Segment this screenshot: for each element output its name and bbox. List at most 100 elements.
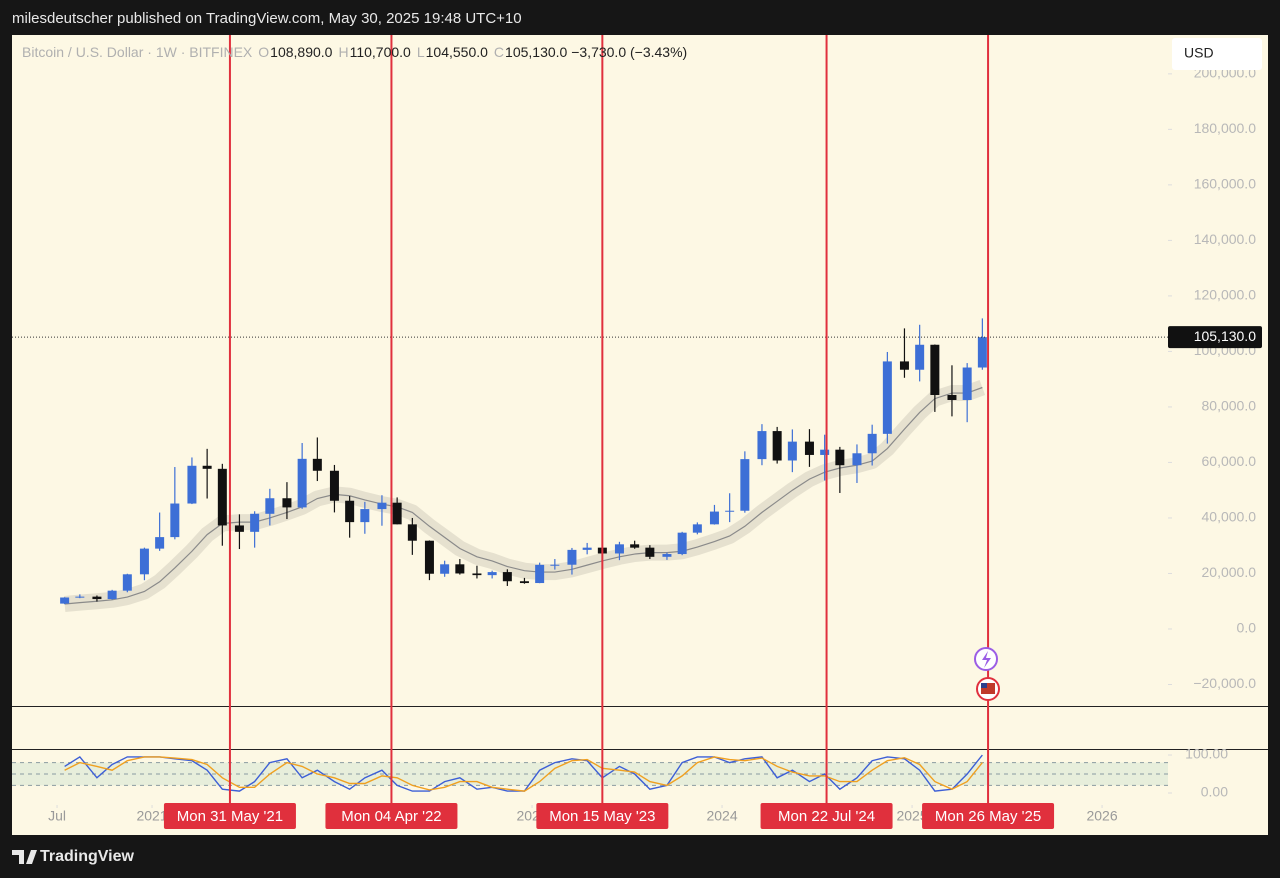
candle-body [804, 441, 814, 455]
candle-body [930, 344, 940, 395]
last-price-label: 105,130.0 [1194, 328, 1256, 344]
marker-label: Mon 26 May '25 [935, 808, 1041, 825]
ohlc-key: O [258, 44, 269, 60]
candle-body [835, 449, 845, 466]
ohlc-value: 108,890.0 [270, 44, 332, 60]
candle-body [550, 564, 560, 566]
candle-body [725, 510, 735, 512]
currency-box [1172, 38, 1262, 70]
footer-brand: TradingView [40, 848, 135, 865]
y-tick-label: 140,000.0 [1194, 231, 1256, 247]
ohlc-key: C [494, 44, 504, 60]
marker-label-box [163, 803, 296, 829]
y-tick-label: −20,000.0 [1193, 675, 1256, 691]
candle-body [170, 503, 180, 538]
candle-body [250, 513, 260, 532]
candle-body [60, 597, 70, 604]
y-tick-label: 40,000.0 [1202, 509, 1257, 525]
x-tick-label: 2025 [896, 808, 927, 824]
candle-body [187, 465, 197, 504]
candle-body [787, 441, 797, 461]
candle-body [440, 564, 450, 574]
marker-label: Mon 22 Jul '24 [778, 808, 875, 825]
candle-body [977, 337, 987, 368]
candle-body [709, 511, 719, 525]
candle-body [502, 572, 512, 582]
candle-body [614, 544, 624, 554]
candle-body [645, 547, 655, 557]
candle-body [662, 554, 672, 557]
marker-label-box [922, 803, 1055, 829]
candle-body [377, 502, 387, 510]
y-tick-label: 180,000.0 [1194, 120, 1256, 136]
candle-body [472, 573, 482, 576]
osc-y-tick-label: 0.00 [1201, 784, 1228, 800]
candle-body [139, 548, 149, 575]
candle-body [424, 540, 434, 574]
ohlc-value: 104,550.0 [426, 44, 488, 60]
event-icons [974, 647, 1000, 701]
candle-body [234, 525, 244, 532]
x-tick-label: 2021 [136, 808, 167, 824]
candle-body [772, 431, 782, 461]
currency: USD [1184, 45, 1214, 61]
ma-line [64, 386, 983, 605]
candle-body [535, 564, 545, 584]
marker-label-box [325, 803, 458, 829]
candle-body [692, 524, 702, 533]
candle-body [122, 574, 132, 591]
ohlc-key: L [417, 44, 425, 60]
candle-body [217, 468, 227, 526]
ohlc-key: H [338, 44, 348, 60]
candle-body [630, 544, 640, 548]
y-tick-label: 120,000.0 [1194, 287, 1256, 303]
marker-label: Mon 15 May '23 [549, 808, 655, 825]
candle-body [360, 509, 370, 523]
candle-body [345, 500, 355, 523]
candle-body [899, 361, 909, 370]
y-tick-label: 160,000.0 [1194, 176, 1256, 192]
candle-body [677, 532, 687, 555]
x-tick-label: Jul [48, 808, 66, 824]
marker-label-box [536, 803, 669, 829]
candle-body [107, 590, 117, 600]
candle-body [487, 572, 497, 576]
candle-body [75, 596, 85, 598]
osc-y-tick-label: 100.00 [1185, 746, 1228, 762]
candle-body [297, 458, 307, 508]
candle-body [962, 367, 972, 400]
last-price-box [1168, 326, 1262, 349]
candle-body [202, 465, 212, 469]
candle-body [740, 459, 750, 511]
candle-body [407, 524, 417, 541]
top-bar-text: milesdeutscher published on TradingView.… [12, 10, 522, 27]
ohlc-value: 105,130.0 −3,730.0 (−3.43%) [505, 44, 687, 60]
chart-background [12, 35, 1268, 835]
overlay: 105,130.0 Mon 31 May '21 Mon 04 Apr '22 Mon… [22, 35, 1262, 829]
osc-line [64, 756, 983, 792]
candle-body [867, 433, 877, 454]
candle-body [567, 549, 577, 565]
candle-body [582, 547, 592, 550]
x-tick-label: 2024 [706, 808, 737, 824]
candle-body [92, 596, 102, 600]
y-tick-label: 20,000.0 [1202, 564, 1257, 580]
ohlc-header: Bitcoin / U.S. Dollar · 1W · BITFINEX O10… [22, 44, 687, 60]
y-tick-label: 0.0 [1237, 620, 1257, 636]
candle-body [947, 394, 957, 400]
candle-body [757, 431, 767, 460]
candle-body [282, 498, 292, 508]
candle-body [519, 581, 529, 584]
symbol-title: Bitcoin / U.S. Dollar · 1W · BITFINEX [22, 44, 253, 60]
x-tick-label: 2026 [1086, 808, 1117, 824]
y-tick-label: 80,000.0 [1202, 398, 1257, 414]
marker-label-box [760, 803, 893, 829]
marker-label: Mon 04 Apr '22 [341, 808, 441, 825]
marker-label: Mon 31 May '21 [177, 808, 283, 825]
footer-logo [12, 850, 37, 864]
candle-body [915, 344, 925, 370]
candle-body [312, 458, 322, 471]
candle-body [852, 453, 862, 466]
candle-body [155, 537, 165, 549]
